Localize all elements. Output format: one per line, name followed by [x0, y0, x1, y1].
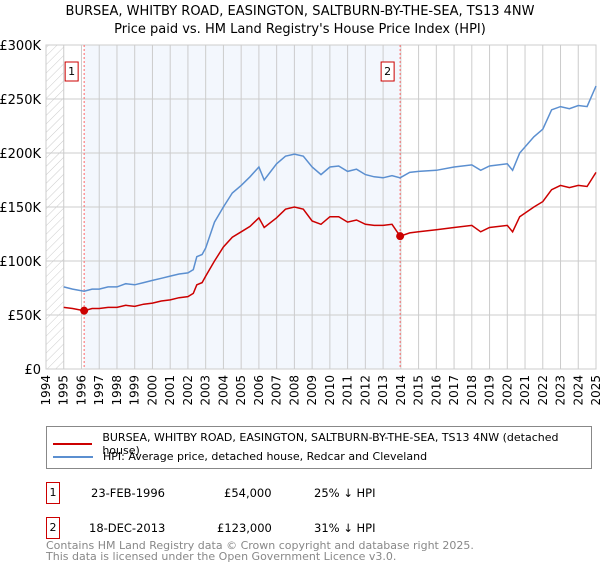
- x-tick-label: 2013: [376, 375, 390, 406]
- x-tick-label: 2002: [181, 375, 195, 406]
- x-tick-label: 2022: [536, 375, 550, 406]
- sale-marker-box: [380, 61, 395, 82]
- y-tick-label: £150K: [0, 201, 41, 216]
- x-tick-label: 1994: [39, 375, 53, 406]
- price-chart: 1994 1995 1996 1997 1998 1999 2000 2001 2002 2003…: [0, 39, 600, 406]
- x-tick-label: 2003: [199, 375, 213, 406]
- licence-text: This data is licensed under the Open Gov…: [46, 550, 397, 563]
- x-tick-label: 2007: [270, 375, 284, 406]
- x-tick-label: 1997: [92, 375, 106, 406]
- transaction-row: 2 18-DEC-2013 £123,000 31% ↓ HPI: [46, 517, 546, 539]
- x-tick-label: 1999: [128, 375, 142, 406]
- legend: BURSEA, WHITBY ROAD, EASINGTON, SALTBURN…: [46, 426, 592, 469]
- transaction-date: 23-FEB-1996: [91, 486, 165, 500]
- x-tick-label: 2000: [145, 375, 159, 406]
- transaction-badge: 2: [46, 517, 60, 539]
- x-tick-label: 2018: [465, 375, 479, 406]
- x-tick-label: 2019: [483, 375, 497, 406]
- x-tick-label: 2006: [252, 375, 266, 406]
- legend-label: BURSEA, WHITBY ROAD, EASINGTON, SALTBURN…: [102, 431, 559, 457]
- x-tick-label: 2017: [447, 375, 461, 406]
- transaction-badge: 1: [46, 482, 60, 504]
- y-tick-label: £250K: [0, 93, 41, 108]
- copyright-text: Contains HM Land Registry data © Crown c…: [46, 539, 474, 552]
- transaction-delta: 25% ↓ HPI: [314, 486, 376, 500]
- transaction-delta: 31% ↓ HPI: [314, 521, 376, 535]
- chart-subtitle: Price paid vs. HM Land Registry's House …: [114, 22, 486, 37]
- x-tick-label: 2004: [216, 375, 230, 406]
- x-tick-label: 2015: [412, 375, 426, 406]
- x-tick-label: 2001: [163, 375, 177, 406]
- sale-marker-label: 1: [68, 65, 75, 78]
- x-tick-label: 2008: [287, 375, 301, 406]
- legend-item-property: BURSEA, WHITBY ROAD, EASINGTON, SALTBURN…: [53, 431, 591, 457]
- x-tick-label: 2020: [500, 375, 514, 406]
- property-price-line: [63, 171, 597, 312]
- y-tick-label: £0: [24, 363, 41, 378]
- x-tick-label: 2024: [571, 375, 585, 406]
- legend-label: HPI: Average price, detached house, Redc…: [103, 450, 428, 463]
- transaction-price: £123,000: [217, 521, 272, 535]
- sale-point: [80, 306, 89, 315]
- plot-border: [45, 44, 597, 370]
- transaction-price: £54,000: [224, 486, 272, 500]
- x-tick-label: 2016: [429, 375, 443, 406]
- sale-marker-box: [64, 61, 79, 82]
- x-tick-label: 2025: [589, 375, 600, 406]
- x-tick-label: 2014: [394, 375, 408, 406]
- x-tick-label: 2023: [554, 375, 568, 406]
- x-tick-label: 2009: [305, 375, 319, 406]
- legend-item-hpi: HPI: Average price, detached house, Redc…: [53, 450, 427, 463]
- x-tick-label: 2012: [358, 375, 372, 406]
- sale-point: [396, 232, 405, 241]
- footer: Contains HM Land Registry data © Crown c…: [46, 540, 474, 562]
- y-tick-label: £100K: [0, 255, 41, 270]
- x-tick-label: 1995: [57, 375, 71, 406]
- x-tick-label: 2021: [518, 375, 532, 406]
- transaction-date: 18-DEC-2013: [89, 521, 166, 535]
- x-tick-label: 2011: [341, 375, 355, 406]
- x-tick-label: 2010: [323, 375, 337, 406]
- x-tick-label: 1996: [74, 375, 88, 406]
- x-tick-label: 2005: [234, 375, 248, 406]
- hpi-line: [63, 85, 597, 292]
- y-tick-label: £50K: [8, 309, 42, 324]
- sale-marker-label: 2: [384, 65, 391, 78]
- chart-title: BURSEA, WHITBY ROAD, EASINGTON, SALTBURN…: [65, 4, 535, 19]
- y-tick-label: £200K: [0, 147, 41, 162]
- y-tick-label: £300K: [0, 39, 41, 54]
- transaction-row: 1 23-FEB-1996 £54,000 25% ↓ HPI: [46, 482, 546, 504]
- x-tick-label: 1998: [110, 375, 124, 406]
